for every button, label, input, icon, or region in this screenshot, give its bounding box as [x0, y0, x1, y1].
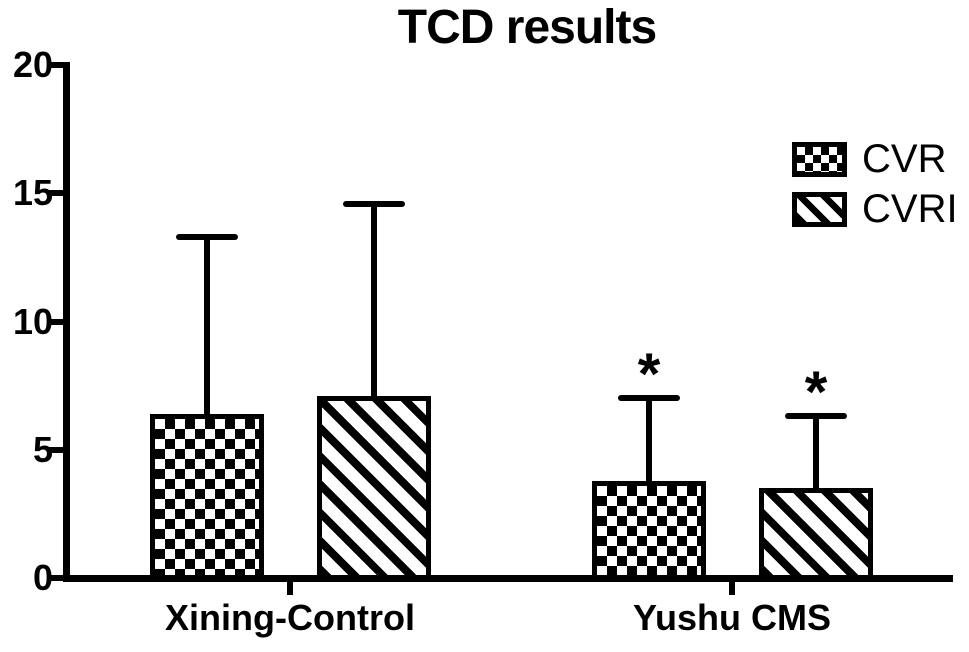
- bar-cvr-yushu-cms: [592, 480, 706, 582]
- error-bar-stem-cvr-xining-control: [204, 236, 210, 424]
- x-category-label-yushu-cms: Yushu CMS: [632, 597, 832, 638]
- error-bar-cap-cvri-yushu-cms: [785, 413, 847, 420]
- x-axis-tick-xining-control: [287, 582, 293, 595]
- y-axis-tick-20: [49, 62, 63, 68]
- y-axis-tick-0: [49, 575, 63, 581]
- error-bar-stem-cvri-yushu-cms: [813, 416, 819, 499]
- legend: CVR CVRI: [792, 137, 958, 241]
- x-axis-tick-yushu-cms: [729, 582, 735, 595]
- error-bar-stem-cvri-xining-control: [371, 203, 377, 406]
- y-axis-tick-5: [49, 446, 63, 453]
- bar-cvri-yushu-cms: [759, 488, 873, 582]
- legend-label-cvri: CVRI: [862, 187, 958, 231]
- error-bar-cap-cvr-yushu-cms: [618, 395, 680, 402]
- y-axis-tick-label-5: 5: [32, 428, 53, 470]
- bar-cvr-xining-control: [150, 413, 264, 582]
- legend-item-cvr: CVR: [792, 137, 958, 181]
- significance-asterisk-cvr-yushu-cms: *: [637, 342, 661, 408]
- y-axis-tick-10: [49, 318, 63, 325]
- x-category-label-xining-control: Xining-Control: [165, 597, 415, 638]
- legend-item-cvri: CVRI: [792, 187, 958, 231]
- y-axis-tick-label-0: 0: [32, 557, 53, 598]
- significance-asterisk-cvri-yushu-cms: *: [804, 360, 828, 426]
- y-axis-tick-15: [49, 190, 63, 197]
- y-axis-tick-label-20: 20: [12, 44, 53, 85]
- y-axis-tick-label-15: 15: [12, 172, 53, 214]
- y-axis-tick-label-10: 10: [12, 300, 53, 342]
- legend-swatch-cvr: [792, 141, 847, 177]
- legend-swatch-cvri: [792, 191, 847, 227]
- x-axis-line: [63, 575, 953, 582]
- error-bar-cap-cvri-xining-control: [343, 200, 405, 207]
- error-bar-cap-cvr-xining-control: [176, 233, 238, 240]
- chart-title: TCD results: [397, 1, 657, 54]
- y-axis-line: [63, 62, 70, 582]
- bar-cvri-xining-control: [317, 395, 431, 582]
- legend-label-cvr: CVR: [862, 137, 947, 181]
- error-bar-stem-cvr-yushu-cms: [646, 398, 652, 491]
